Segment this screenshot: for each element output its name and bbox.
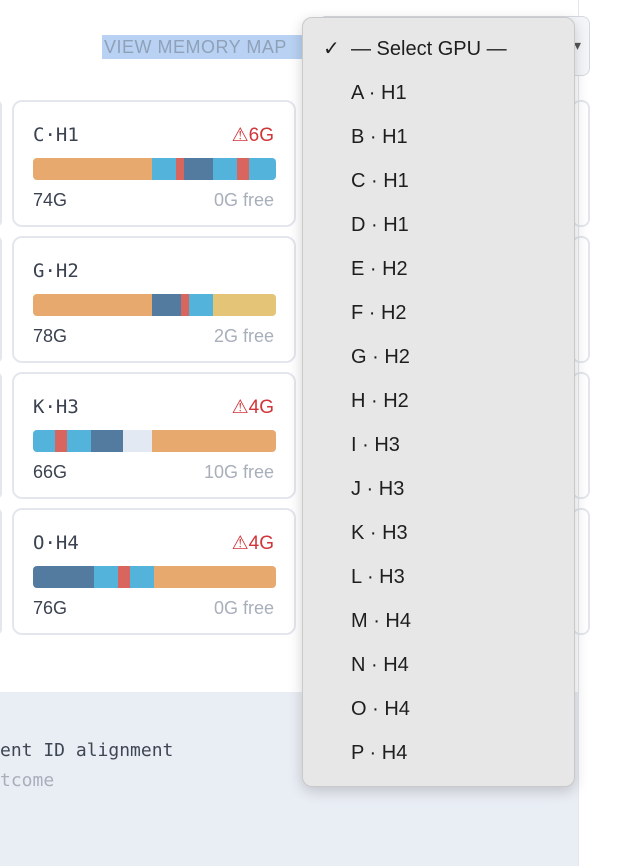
memory-segment [118,566,131,588]
memory-segment [237,158,250,180]
dropdown-option[interactable]: J · H3 [303,467,574,511]
gpu-used-memory: 74G [33,190,68,210]
dropdown-option[interactable]: G · H2 [303,335,574,379]
gpu-card[interactable]: K·H3 ⚠4G 66G 10G free [12,372,296,499]
dropdown-option[interactable]: C · H1 [303,159,574,203]
dropdown-option-label: N · H4 [351,654,409,676]
dropdown-option-placeholder[interactable]: ✓ — Select GPU — [303,27,574,71]
chevron-down-icon: ▾ [573,37,581,53]
memory-segment [33,566,63,588]
memory-segment [188,294,213,316]
dropdown-option-label: B · H1 [351,126,408,148]
memory-segment [67,430,92,452]
gpu-free-memory: 10G free [203,462,274,482]
gpu-free-memory: 0G free [213,190,274,210]
gpu-name: G·H2 [33,260,79,282]
gpu-card[interactable]: C·H1 ⚠6G 74G 0G free [12,100,296,227]
dropdown-option[interactable]: F · H2 [303,291,574,335]
dropdown-option[interactable]: K · H3 [303,511,574,555]
check-icon: ✓ [323,38,340,60]
memory-bar [33,430,276,452]
memory-segment [54,430,67,452]
gpu-select-dropdown[interactable]: ✓ — Select GPU — A · H1 B · H1 C · H1 D · H… [302,17,575,787]
panel-subtext-line: tcome [0,770,55,791]
dropdown-option-label: G · H2 [351,346,410,368]
memory-segment [33,158,153,180]
memory-segment [130,566,155,588]
dropdown-option[interactable]: B · H1 [303,115,574,159]
gpu-name: C·H1 [33,124,79,146]
dropdown-option-label: — Select GPU — [351,38,507,60]
dropdown-option[interactable]: N · H4 [303,643,574,687]
gpu-name: K·H3 [33,396,79,418]
dropdown-option-label: A · H1 [351,82,407,104]
dropdown-option-label: L · H3 [351,566,405,588]
dropdown-option-label: H · H2 [351,390,409,412]
dropdown-option[interactable]: H · H2 [303,379,574,423]
dropdown-option-label: M · H4 [351,610,411,632]
dropdown-option-label: I · H3 [351,434,400,456]
panel-text-line: ent ID alignment [0,740,174,761]
gpu-card-partial-left [0,100,2,227]
gpu-used-memory: 66G [33,462,68,482]
memory-bar [33,158,276,180]
gpu-free-memory: 0G free [213,598,274,618]
dropdown-option-label: K · H3 [351,522,408,544]
dropdown-option-label: C · H1 [351,170,409,192]
memory-segment [176,158,184,180]
memory-segment [152,430,276,452]
gpu-name: O·H4 [33,532,79,554]
dropdown-option[interactable]: D · H1 [303,203,574,247]
dropdown-option-label: E · H2 [351,258,408,280]
memory-segment [91,430,123,452]
memory-segment [122,430,153,452]
gpu-used-memory: 76G [33,598,68,618]
dropdown-option[interactable]: I · H3 [303,423,574,467]
memory-segment [249,158,276,180]
warning-icon: ⚠4G [231,533,274,554]
memory-segment [212,158,238,180]
dropdown-option-label: F · H2 [351,302,407,324]
view-memory-map-link[interactable]: VIEW MEMORY MAP [102,35,302,59]
dropdown-option[interactable]: M · H4 [303,599,574,643]
memory-segment [183,158,213,180]
memory-segment [152,158,177,180]
dropdown-option[interactable]: O · H4 [303,687,574,731]
dropdown-option-label: P · H4 [351,742,408,764]
dropdown-option-label: O · H4 [351,698,410,720]
memory-segment [152,294,182,316]
warning-icon: ⚠6G [231,125,274,146]
memory-segment [62,566,94,588]
memory-bar [33,294,276,316]
gpu-card[interactable]: O·H4 ⚠4G 76G 0G free [12,508,296,635]
gpu-card-partial-left [0,508,2,635]
warning-icon: ⚠4G [231,397,274,418]
dropdown-option[interactable]: P · H4 [303,731,574,775]
right-scroll-rail [578,0,620,866]
gpu-card-partial-left [0,236,2,363]
memory-bar [33,566,276,588]
gpu-free-memory: 2G free [213,326,274,346]
memory-segment [154,566,276,588]
memory-segment [33,430,55,452]
dropdown-option-label: D · H1 [351,214,409,236]
memory-segment [93,566,119,588]
gpu-used-memory: 78G [33,326,68,346]
dropdown-option[interactable]: E · H2 [303,247,574,291]
gpu-card[interactable]: G·H2 78G 2G free [12,236,296,363]
gpu-card-partial-left [0,372,2,499]
memory-segment [181,294,189,316]
memory-segment [33,294,153,316]
dropdown-option-label: J · H3 [351,478,405,500]
dropdown-option[interactable]: A · H1 [303,71,574,115]
memory-segment [212,294,276,316]
dropdown-option[interactable]: L · H3 [303,555,574,599]
